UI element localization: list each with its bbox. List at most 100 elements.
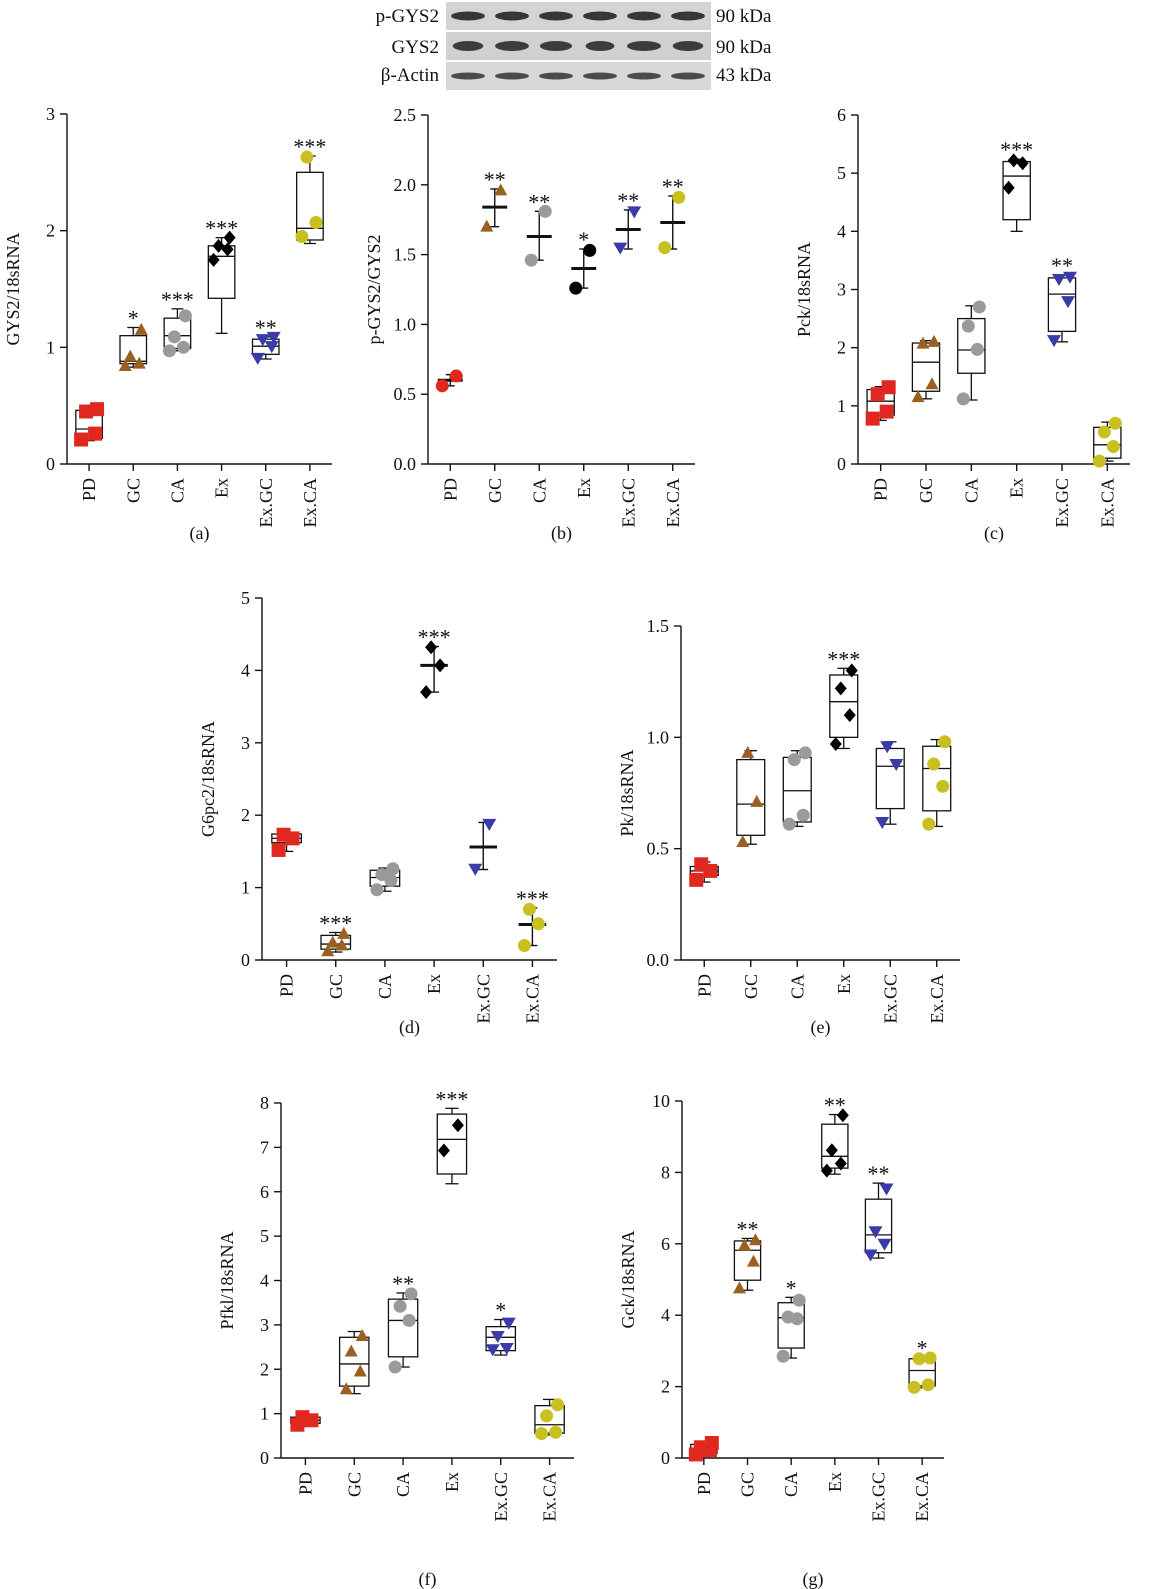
x-tick-label: CA (393, 1472, 413, 1497)
y-tick-label: 2 (837, 338, 846, 358)
y-axis-label: Pck/18sRNA (794, 242, 814, 337)
data-point (1063, 271, 1077, 284)
y-tick-label: 2 (661, 1377, 670, 1397)
data-point (1061, 296, 1075, 309)
panel-caption: (f) (419, 1569, 437, 1589)
group-gc: * (118, 306, 148, 371)
box (296, 171, 324, 241)
y-tick-label: 0.0 (394, 454, 417, 474)
y-tick-label: 4 (837, 221, 846, 241)
box (436, 1113, 468, 1175)
significance-mark: *** (319, 910, 352, 935)
chart-panel-e: 0.0 0.5 1.0 1.5 PD GC CA Ex Ex.GC Ex.CA Pk/18sRNA *… (617, 616, 960, 1038)
group-ex-gc: * (485, 1298, 517, 1357)
box (777, 1302, 805, 1349)
data-point (868, 1226, 883, 1239)
blot-band (627, 41, 661, 51)
blot-band (539, 11, 573, 21)
x-tick-label: Ex.CA (912, 1472, 932, 1522)
data-point (501, 1317, 516, 1330)
group-ex: *** (418, 625, 451, 700)
x-tick-label: Ex (442, 1472, 462, 1492)
data-point (434, 658, 447, 673)
x-tick-label: Ex.GC (869, 1472, 889, 1522)
data-point (339, 1382, 353, 1395)
blot-label-beta-actin: β-Actin (380, 65, 439, 86)
box (207, 245, 236, 299)
y-tick-label: 2 (46, 221, 55, 241)
y-tick-label: 0.0 (647, 950, 670, 970)
data-point (961, 319, 975, 333)
group-ex-gc: ** (1047, 253, 1077, 348)
x-tick-label: Ex (834, 974, 854, 994)
blot-label-p-gys2: p-GYS2 (375, 6, 439, 27)
y-tick-label: 1 (46, 337, 55, 357)
panel-caption: (d) (399, 1017, 420, 1038)
panel-caption: (a) (190, 523, 210, 544)
significance-mark: *** (516, 886, 549, 911)
data-point (1106, 440, 1120, 454)
x-tick-label: PD (79, 478, 99, 501)
data-point (1092, 454, 1106, 468)
data-point (1047, 335, 1061, 348)
box (320, 934, 352, 950)
group-gc: ** (480, 167, 508, 232)
data-point (1016, 156, 1029, 171)
y-tick-label: 7 (260, 1137, 269, 1157)
y-tick-label: 6 (837, 105, 846, 125)
blot-band (451, 72, 485, 80)
y-tick-label: 2 (241, 805, 250, 825)
data-point (480, 219, 494, 232)
group-gc: *** (319, 910, 352, 957)
group-ca (782, 746, 812, 831)
data-point (911, 390, 925, 403)
data-point (1007, 153, 1020, 168)
group-ca: * (776, 1275, 806, 1363)
data-point (1002, 180, 1015, 195)
significance-mark: ** (662, 174, 684, 199)
data-point (927, 757, 941, 771)
data-point (921, 1378, 935, 1392)
y-tick-label: 8 (260, 1093, 269, 1113)
blot-band (583, 11, 617, 21)
data-point (295, 1410, 310, 1425)
y-tick-label: 0.5 (394, 384, 417, 404)
x-tick-label: GC (344, 1472, 364, 1497)
x-tick-label: Ex (574, 478, 594, 498)
data-point (787, 753, 801, 767)
blot-band-strip-beta-actin (446, 62, 711, 90)
x-tick-label: CA (529, 478, 549, 503)
y-tick-label: 1 (241, 878, 250, 898)
data-point (880, 741, 895, 754)
blot-band (452, 41, 484, 51)
y-tick-label: 1 (260, 1404, 269, 1424)
significance-mark: *** (1000, 137, 1033, 162)
group-ex: *** (205, 216, 238, 334)
data-point (923, 1351, 937, 1365)
significance-mark: ** (824, 1093, 846, 1118)
significance-mark: ** (484, 167, 506, 192)
data-point (223, 230, 236, 245)
data-point (877, 1238, 892, 1251)
data-point (834, 1156, 847, 1171)
group-ca: ** (387, 1271, 419, 1374)
group-ex: * (569, 227, 597, 295)
y-tick-label: 1.5 (647, 616, 670, 636)
significance-mark: *** (161, 287, 194, 312)
group-ex-gc (875, 741, 905, 829)
data-point (79, 404, 94, 419)
data-point (889, 759, 904, 772)
group-ex: *** (1000, 137, 1033, 232)
data-point (375, 868, 389, 882)
data-point (300, 150, 314, 164)
x-tick-label: PD (871, 478, 891, 501)
x-tick-label: Ex.CA (522, 974, 542, 1024)
y-tick-label: 8 (661, 1162, 670, 1182)
group-ex-ca: *** (293, 134, 326, 245)
panel-caption: (c) (984, 523, 1004, 544)
y-tick-label: 0.5 (647, 839, 670, 859)
y-tick-label: 1.0 (647, 727, 670, 747)
group-ex-ca: * (907, 1335, 937, 1394)
data-point (781, 1310, 795, 1324)
data-point (551, 1398, 565, 1412)
